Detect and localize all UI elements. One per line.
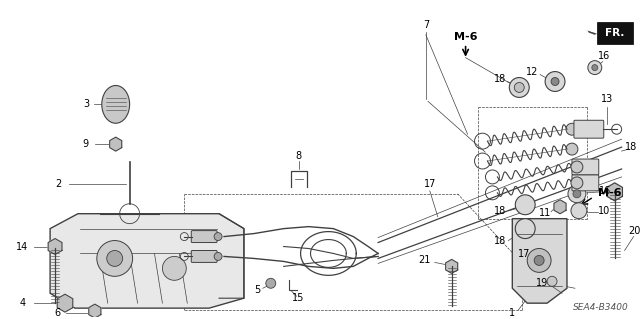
Circle shape: [566, 143, 578, 155]
Text: M-6: M-6: [454, 32, 477, 42]
Text: 8: 8: [296, 151, 301, 161]
Circle shape: [515, 195, 535, 215]
Polygon shape: [607, 183, 623, 201]
Polygon shape: [48, 239, 62, 255]
Text: 10: 10: [598, 206, 610, 216]
Text: 18: 18: [625, 142, 637, 152]
Ellipse shape: [102, 85, 130, 123]
Circle shape: [214, 252, 222, 260]
Text: 9: 9: [83, 139, 89, 149]
Circle shape: [111, 92, 121, 101]
Text: 17: 17: [424, 179, 436, 189]
Circle shape: [592, 65, 598, 70]
FancyBboxPatch shape: [596, 22, 632, 44]
Polygon shape: [50, 214, 244, 308]
Text: 18: 18: [494, 206, 506, 216]
Text: 12: 12: [526, 67, 538, 77]
Text: FR.: FR.: [605, 28, 625, 38]
Text: SEA4-B3400: SEA4-B3400: [573, 303, 628, 312]
Polygon shape: [554, 200, 566, 214]
Circle shape: [527, 249, 551, 272]
Circle shape: [107, 250, 123, 266]
Polygon shape: [512, 219, 567, 303]
Text: 14: 14: [16, 241, 28, 251]
Circle shape: [568, 185, 586, 203]
FancyBboxPatch shape: [191, 250, 217, 263]
Circle shape: [509, 78, 529, 97]
Text: 18: 18: [494, 235, 506, 246]
Text: M-6: M-6: [598, 188, 621, 198]
FancyBboxPatch shape: [574, 120, 604, 138]
Circle shape: [97, 241, 132, 276]
FancyBboxPatch shape: [572, 175, 599, 191]
Text: 13: 13: [600, 94, 613, 104]
Text: 1: 1: [509, 308, 515, 318]
Text: 21: 21: [419, 256, 431, 265]
Text: 3: 3: [83, 99, 89, 109]
Circle shape: [545, 71, 565, 92]
Circle shape: [566, 123, 578, 135]
Polygon shape: [109, 137, 122, 151]
Circle shape: [547, 276, 557, 286]
Polygon shape: [89, 304, 101, 318]
Circle shape: [573, 190, 581, 198]
Circle shape: [571, 203, 587, 219]
Circle shape: [551, 78, 559, 85]
Text: 18: 18: [494, 73, 506, 84]
Circle shape: [515, 83, 524, 93]
Text: 20: 20: [628, 226, 640, 236]
Polygon shape: [445, 259, 458, 273]
Circle shape: [588, 61, 602, 75]
Text: 19: 19: [536, 278, 548, 288]
Text: 16: 16: [598, 186, 611, 196]
Text: 17: 17: [518, 249, 531, 259]
Text: 11: 11: [539, 208, 551, 218]
Circle shape: [515, 219, 535, 239]
Circle shape: [571, 161, 583, 173]
Text: 16: 16: [598, 51, 610, 61]
Text: 15: 15: [292, 293, 305, 303]
Circle shape: [214, 233, 222, 241]
Polygon shape: [57, 294, 73, 312]
Circle shape: [571, 177, 583, 189]
Text: 7: 7: [422, 20, 429, 30]
Circle shape: [163, 256, 186, 280]
Text: 4: 4: [19, 298, 26, 308]
Text: 5: 5: [253, 285, 260, 295]
Text: 6: 6: [54, 308, 60, 318]
Text: 2: 2: [55, 179, 61, 189]
FancyBboxPatch shape: [191, 231, 217, 242]
Circle shape: [266, 278, 276, 288]
Circle shape: [534, 256, 544, 265]
FancyBboxPatch shape: [572, 159, 599, 175]
